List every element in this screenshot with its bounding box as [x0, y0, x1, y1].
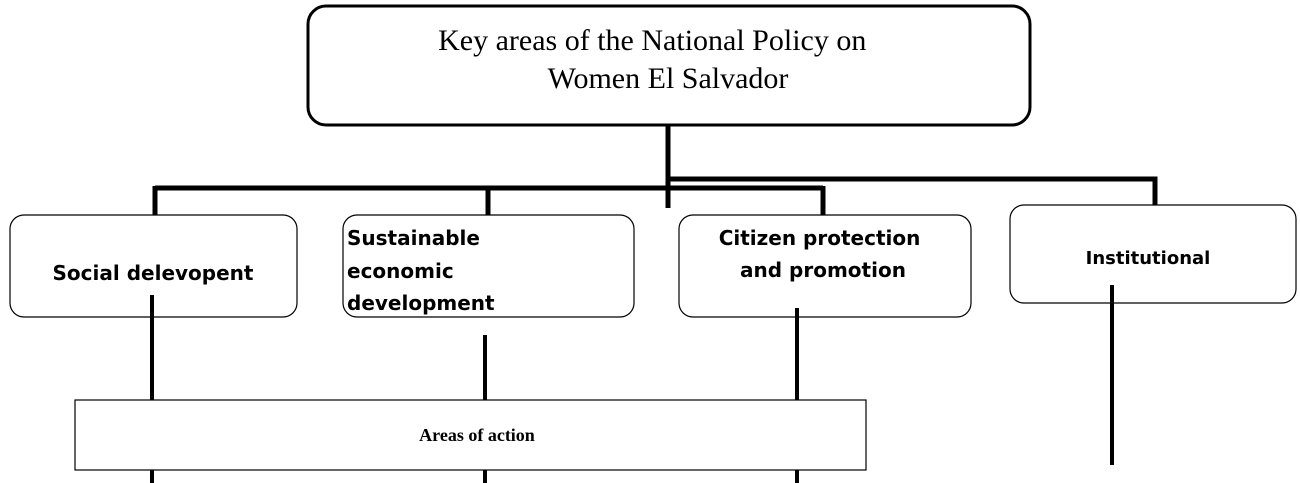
node-label: Institutional	[1086, 248, 1211, 269]
root-title-line: Women El Salvador	[548, 62, 789, 95]
node-label: Social delevopent	[53, 261, 254, 285]
node-label-line: economic	[347, 259, 454, 283]
node-label: Sustainable economic development	[347, 226, 495, 315]
node-label-line: and promotion	[740, 258, 906, 282]
node-label-line: development	[347, 291, 495, 315]
action-box	[74, 399, 867, 471]
root-title: Key areas of the National Policy on Wome…	[438, 24, 874, 95]
node-box	[678, 214, 972, 318]
node-box	[342, 214, 635, 318]
action-label: Areas of action	[419, 425, 535, 445]
connectors	[150, 125, 1158, 483]
node-label: Citizen protection and promotion	[719, 226, 928, 282]
drop-lines	[150, 285, 1114, 483]
node-label-line: Citizen protection	[719, 226, 921, 250]
node-label-line: Sustainable	[347, 226, 480, 250]
root-title-line: Key areas of the National Policy on	[438, 24, 866, 57]
node-box	[1009, 204, 1297, 304]
root-box	[306, 4, 1032, 127]
drop-lines	[150, 285, 1114, 318]
tree-lines	[152, 125, 1158, 215]
